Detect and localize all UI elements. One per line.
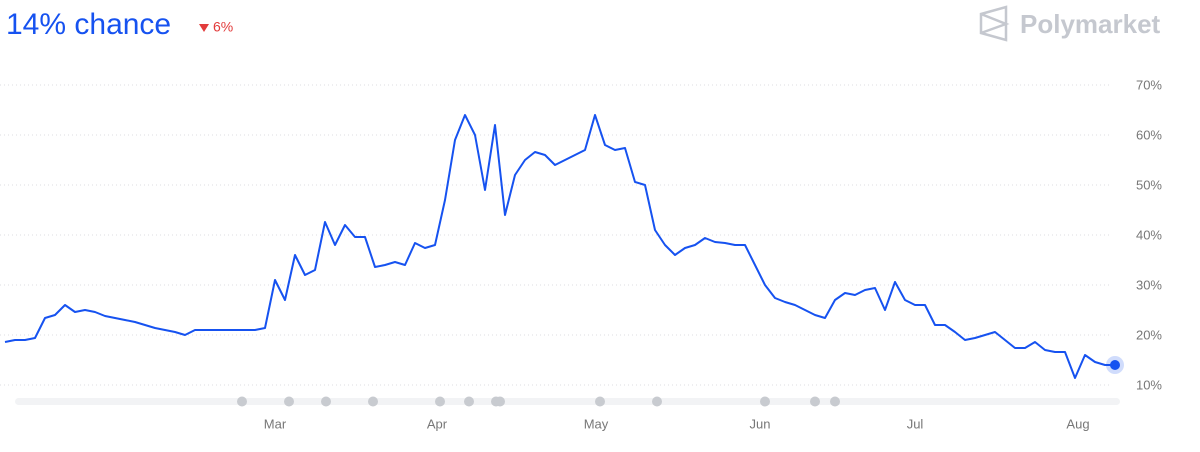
down-arrow bbox=[199, 24, 209, 32]
track bbox=[15, 398, 1120, 405]
y-tick-label: 20% bbox=[1136, 327, 1162, 342]
y-tick-label: 30% bbox=[1136, 277, 1162, 292]
brand: Polymarket bbox=[1020, 9, 1161, 39]
line bbox=[4, 114, 1115, 379]
end-dot bbox=[1110, 360, 1120, 370]
change: 6% bbox=[213, 19, 233, 35]
event-dots bbox=[237, 396, 840, 407]
x-tick-label: May bbox=[584, 416, 609, 431]
y-tick-label: 70% bbox=[1136, 77, 1162, 92]
y-tick-label: 60% bbox=[1136, 127, 1162, 142]
x-tick-label: Apr bbox=[427, 416, 448, 431]
y-tick-label: 40% bbox=[1136, 227, 1162, 242]
logo bbox=[979, 5, 1010, 42]
y-tick-label: 50% bbox=[1136, 177, 1162, 192]
x-tick-label: Jun bbox=[750, 416, 771, 431]
x-tick-label: Aug bbox=[1066, 416, 1089, 431]
chart-title: 14% chance bbox=[6, 8, 171, 41]
x-tick-label: Mar bbox=[264, 416, 287, 431]
x-tick-label: Jul bbox=[907, 416, 924, 431]
y-tick-label: 10% bbox=[1136, 377, 1162, 392]
